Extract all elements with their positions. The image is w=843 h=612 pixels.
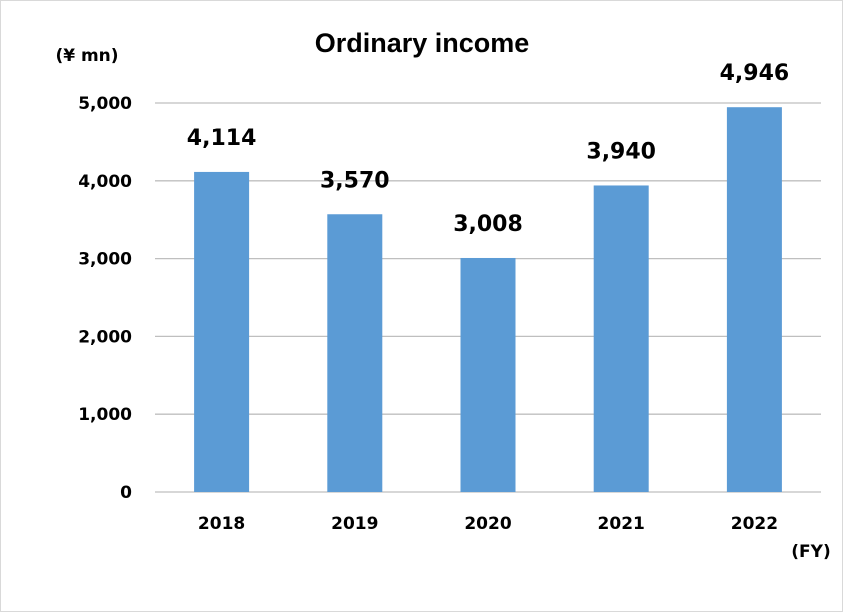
x-category-label: 2020 [464, 514, 511, 534]
data-label-2022: 4,946 [720, 61, 790, 86]
data-label-2019: 3,570 [320, 168, 390, 193]
y-tick-label: 3,000 [78, 250, 132, 270]
y-tick-label: 4,000 [78, 172, 132, 192]
bar-2022 [726, 107, 782, 492]
y-axis-unit-label: (¥ mn) [55, 46, 118, 66]
data-labels: 4,114 3,570 3,008 3,940 4,946 [187, 61, 789, 237]
x-axis-unit-label: (FY) [791, 542, 830, 562]
bars [194, 107, 782, 493]
x-category-labels: 2018 2019 2020 2021 2022 [198, 514, 778, 534]
y-tick-label: 1,000 [78, 405, 132, 425]
y-tick-label: 0 [120, 483, 132, 503]
x-category-label: 2018 [198, 514, 245, 534]
data-label-2021: 3,940 [586, 139, 656, 164]
bar-2020 [460, 257, 516, 492]
y-tick-label: 2,000 [78, 327, 132, 347]
x-category-label: 2021 [598, 514, 645, 534]
y-tick-label: 5,000 [78, 94, 132, 114]
bar-2021 [593, 185, 649, 492]
x-category-label: 2019 [331, 514, 378, 534]
data-label-2018: 4,114 [187, 126, 257, 151]
bar-2019 [327, 214, 383, 492]
x-category-label: 2022 [731, 514, 778, 534]
chart-title: Ordinary income [315, 28, 530, 58]
y-tick-labels: 0 1,000 2,000 3,000 4,000 5,000 [78, 94, 132, 503]
bar-2018 [194, 171, 250, 493]
data-label-2020: 3,008 [453, 212, 523, 237]
